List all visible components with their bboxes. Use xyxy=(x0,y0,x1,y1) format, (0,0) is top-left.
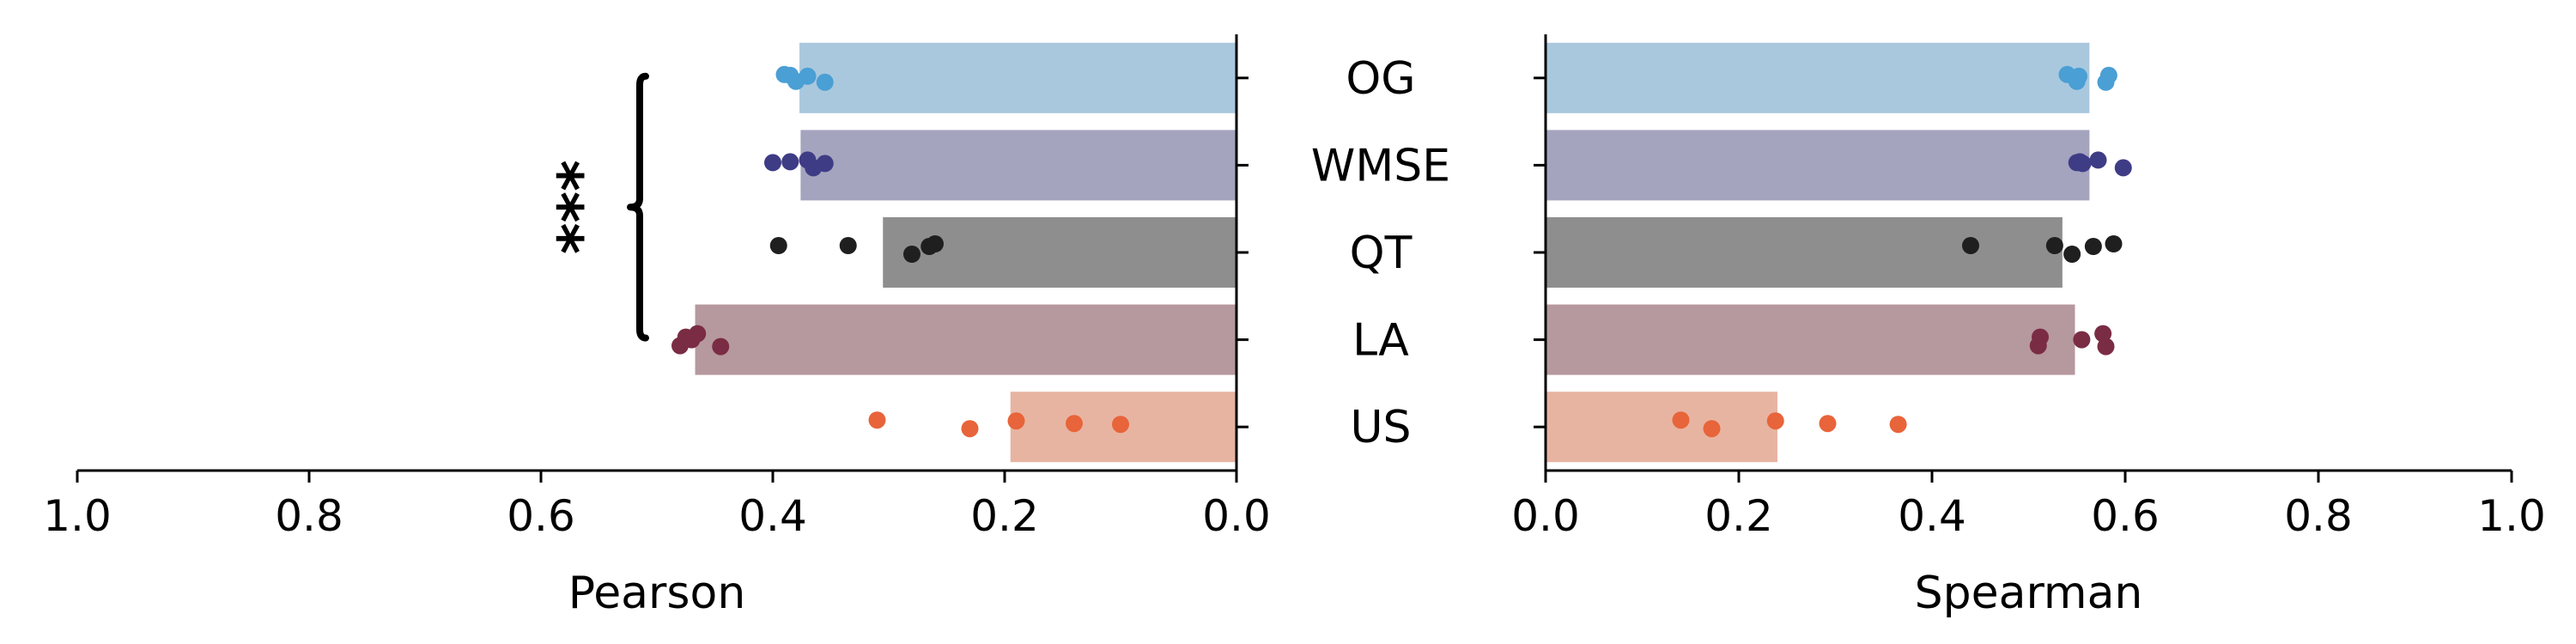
spearman-x-tick-label: 1.0 xyxy=(2477,491,2546,541)
pearson-point-la xyxy=(689,325,707,343)
pearson-point-wmse xyxy=(781,153,799,171)
significance-label: *** xyxy=(545,160,616,254)
spearman-point-la xyxy=(2097,337,2115,355)
pearson-point-us xyxy=(1066,415,1083,433)
category-labels: OG WMSE QT LA US xyxy=(1311,53,1450,453)
spearman-point-qt xyxy=(2084,238,2102,255)
significance-bracket xyxy=(627,72,649,342)
category-label-la: LA xyxy=(1352,315,1409,367)
spearman-point-us xyxy=(1703,420,1721,438)
pearson-bar-la xyxy=(695,304,1236,375)
pearson-point-us xyxy=(1007,412,1025,430)
pearson-bar-wmse xyxy=(800,130,1236,201)
pearson-x-tick-label: 0.4 xyxy=(738,491,807,541)
spearman-point-us xyxy=(1889,416,1907,434)
spearman-bar-la xyxy=(1546,304,2075,375)
pearson-bar-qt xyxy=(883,217,1236,288)
pearson-x-tick-label: 0.8 xyxy=(275,491,343,541)
spearman-bar-wmse xyxy=(1546,130,2090,201)
pearson-point-qt xyxy=(903,246,920,263)
spearman-point-qt xyxy=(2063,246,2081,263)
spearman-point-qt xyxy=(2045,237,2063,254)
spearman-point-us xyxy=(1819,415,1837,433)
spearman-point-og xyxy=(2099,66,2117,84)
spearman-axis-title: Spearman xyxy=(1915,568,2143,619)
spearman-x-tick-label: 0.6 xyxy=(2091,491,2160,541)
spearman-bar-us xyxy=(1546,392,1777,463)
pearson-x-tick-label: 0.2 xyxy=(970,491,1039,541)
pearson-point-og xyxy=(816,73,834,91)
pearson-point-wmse xyxy=(764,154,781,172)
spearman-point-wmse xyxy=(2114,159,2132,177)
pearson-bar-og xyxy=(799,42,1236,113)
spearman-x-tick-label: 0.4 xyxy=(1898,491,1966,541)
spearman-point-us xyxy=(1766,412,1784,430)
pearson-point-qt xyxy=(839,237,857,254)
spearman-point-us xyxy=(1672,411,1690,429)
pearson-x-tick-label: 0.0 xyxy=(1202,491,1271,541)
spearman-point-la xyxy=(2094,325,2112,343)
spearman-x-tick-label: 0.2 xyxy=(1704,491,1773,541)
category-label-us: US xyxy=(1350,402,1411,453)
category-label-wmse: WMSE xyxy=(1311,140,1450,191)
pearson-axis-title: Pearson xyxy=(568,568,746,619)
pearson-point-la xyxy=(712,337,730,355)
pearson-point-us xyxy=(1112,416,1129,434)
category-label-og: OG xyxy=(1346,53,1415,105)
spearman-point-qt xyxy=(2105,235,2123,252)
significance-annotation: *** xyxy=(545,72,649,342)
pearson-point-og xyxy=(781,66,799,84)
spearman-point-la xyxy=(2032,328,2049,346)
pearson-point-og xyxy=(799,67,817,85)
pearson-point-us xyxy=(961,420,979,438)
spearman-bar-qt xyxy=(1546,217,2063,288)
spearman-x-tick-label: 0.8 xyxy=(2284,491,2353,541)
spearman-bar-og xyxy=(1546,42,2090,113)
pearson-x-tick-label: 1.0 xyxy=(43,491,112,541)
pearson-x-tick-label: 0.6 xyxy=(507,491,575,541)
pearson-point-qt xyxy=(769,237,787,254)
category-label-qt: QT xyxy=(1350,228,1413,279)
spearman-point-wmse xyxy=(2074,155,2092,173)
pearson-panel: 1.0 0.8 0.6 0.4 0.2 0.0 Pearson xyxy=(43,34,1271,619)
pearson-point-us xyxy=(868,411,886,429)
spearman-point-og xyxy=(2070,67,2087,85)
spearman-point-la xyxy=(2073,331,2091,349)
spearman-point-wmse xyxy=(2089,151,2107,169)
pearson-point-wmse xyxy=(816,155,834,173)
spearman-point-qt xyxy=(1962,237,1979,254)
spearman-x-tick-label: 0.0 xyxy=(1511,491,1580,541)
spearman-panel: 0.0 0.2 0.4 0.6 0.8 1.0 Spearman xyxy=(1511,34,2546,619)
pearson-point-qt xyxy=(927,235,944,252)
